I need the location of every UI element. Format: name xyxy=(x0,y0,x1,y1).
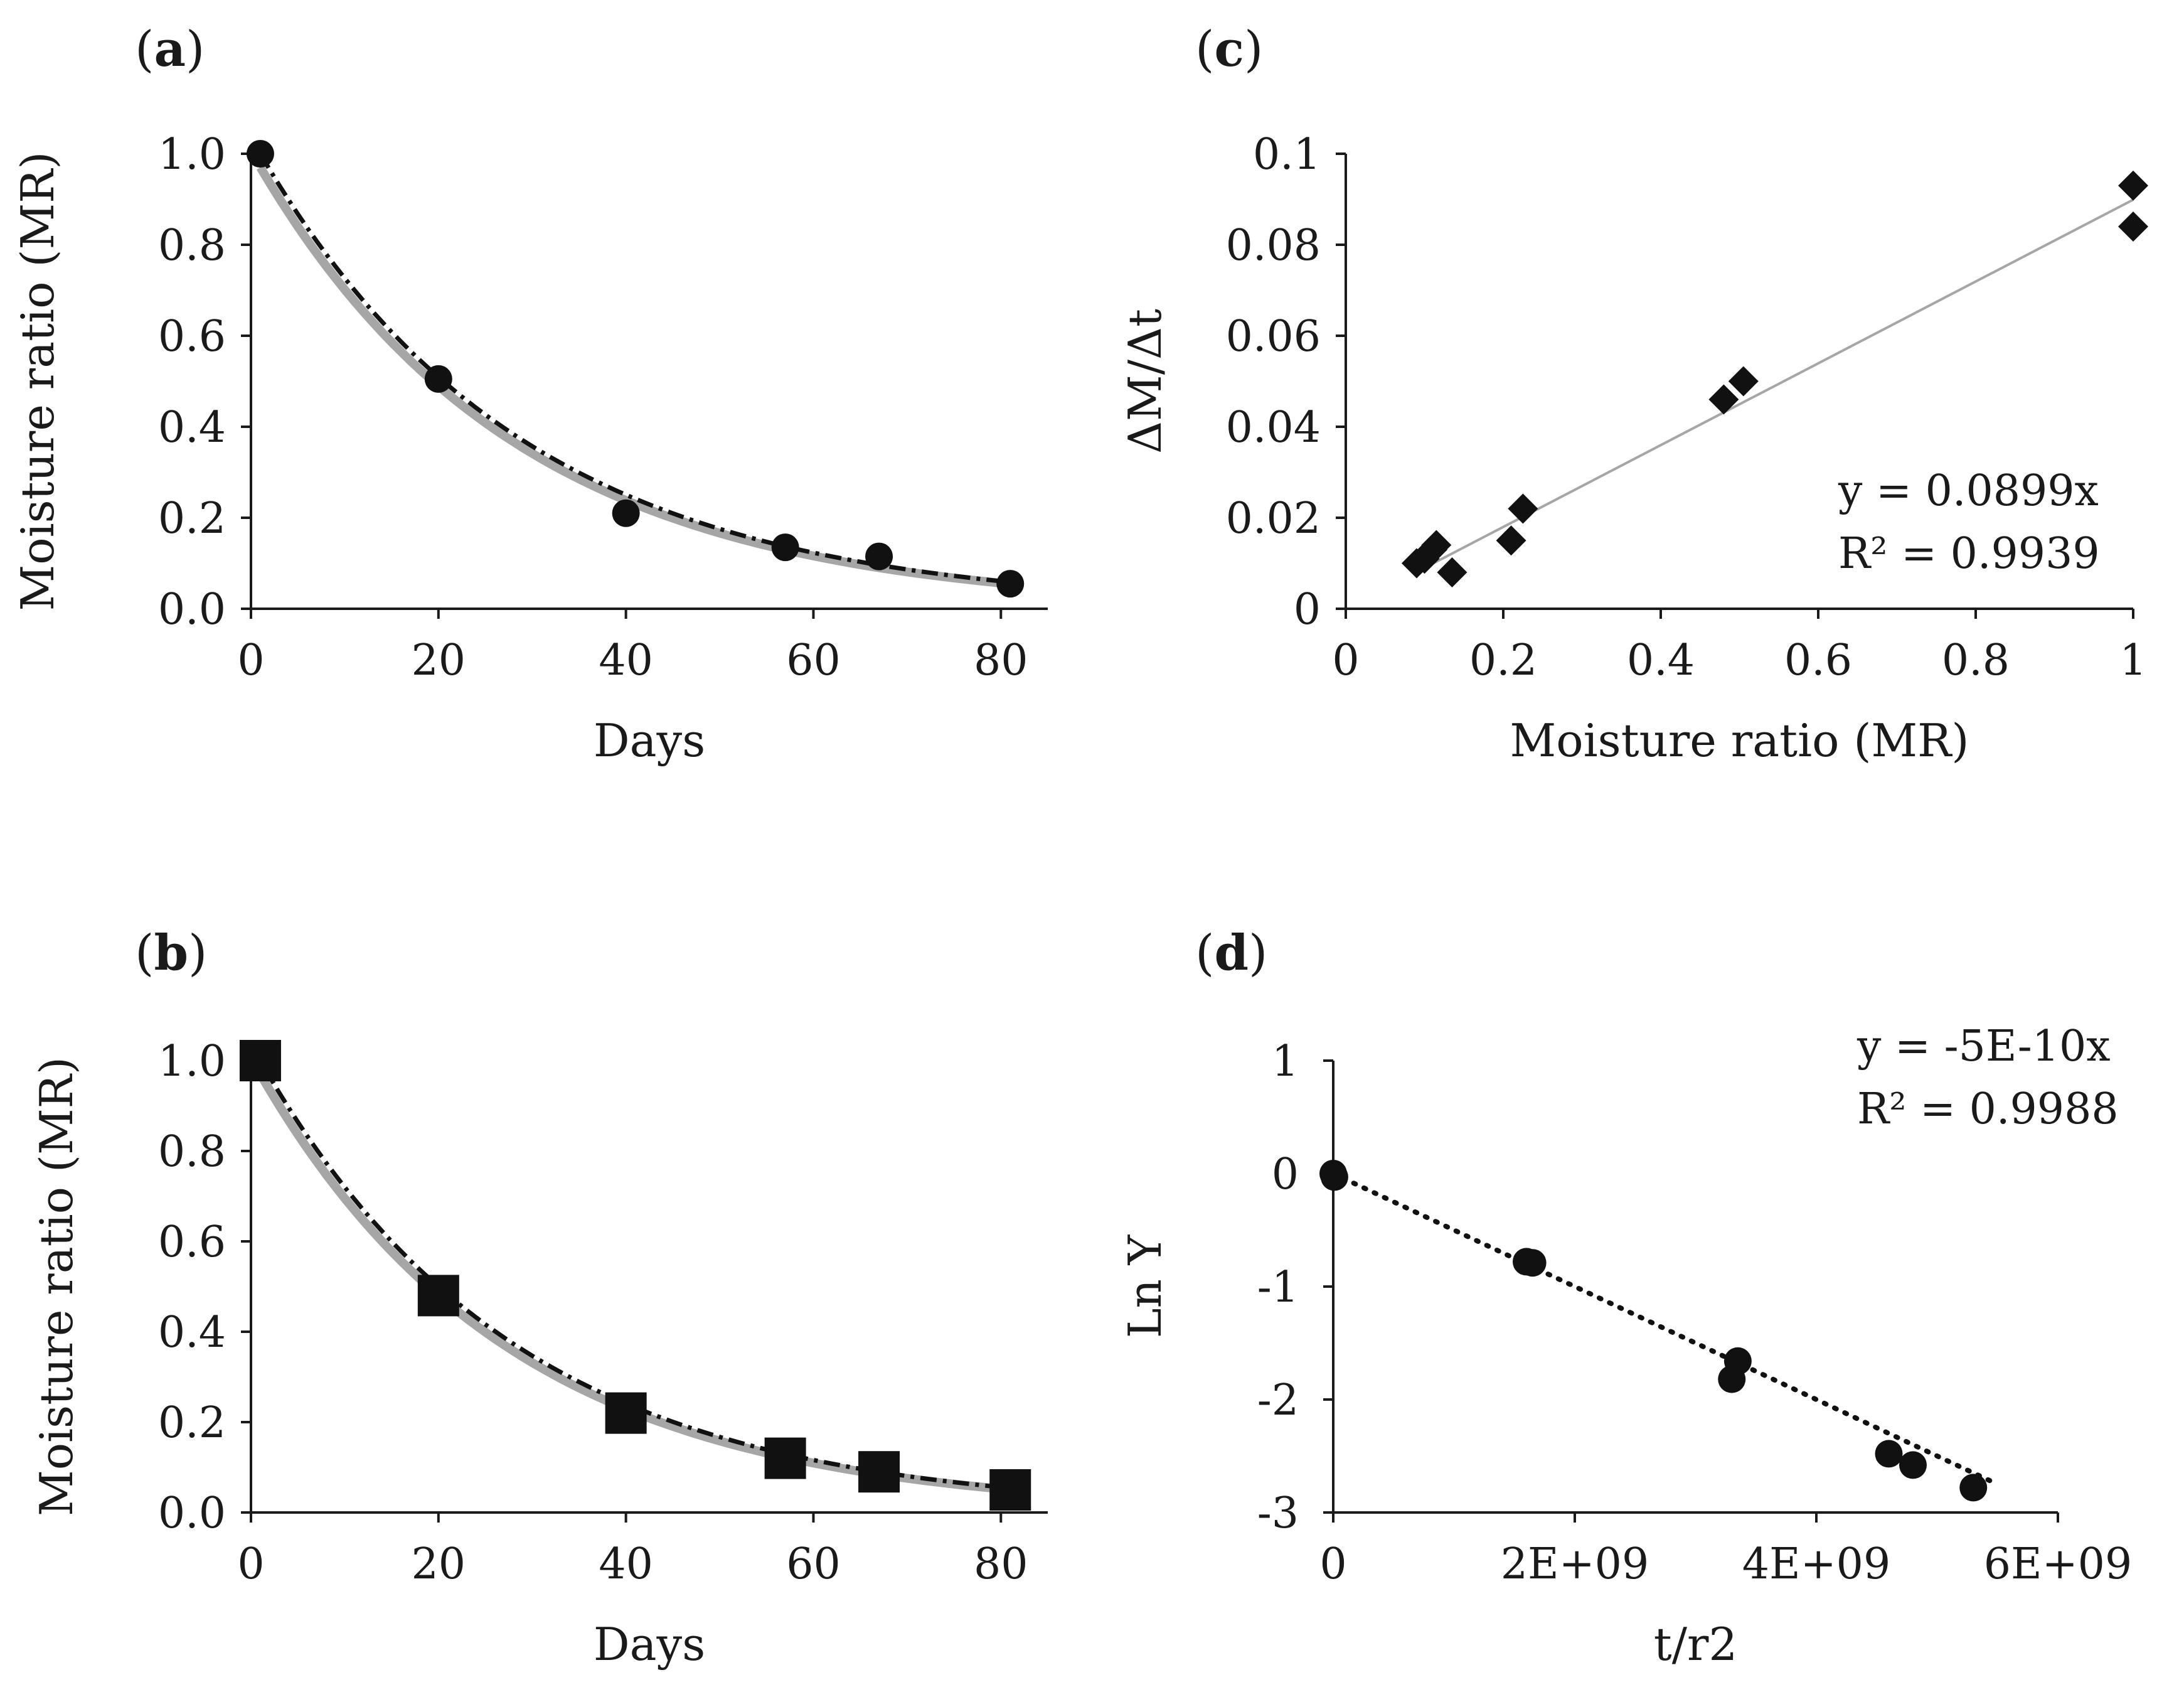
y-tick-label: 1.0 xyxy=(158,130,226,179)
y-tick-label: 0.4 xyxy=(158,403,226,452)
y-tick-label: 0.2 xyxy=(158,1398,226,1448)
y-tick-label: 0.6 xyxy=(158,312,226,361)
chart-panel-c: (c) 0 0.02 0.04 0.06 0.08 0.1 0 0.2 0.4 0.6 0.8 1 Moi… xyxy=(1119,21,2148,767)
x-tick-label: 60 xyxy=(786,1539,841,1589)
data-point xyxy=(1496,525,1526,556)
x-tick-label: 1 xyxy=(2119,636,2146,685)
trendline-equation: y = -5E-10x xyxy=(1856,1022,2111,1071)
data-point xyxy=(246,140,274,168)
trendline-equation: y = 0.0899x xyxy=(1838,466,2099,516)
y-tick-label: 0.8 xyxy=(158,221,226,270)
data-point xyxy=(2118,170,2148,201)
data-point xyxy=(996,570,1025,598)
data-point xyxy=(989,1469,1031,1511)
y-tick-label: 0.0 xyxy=(158,1489,226,1538)
x-tick-label: 80 xyxy=(974,1539,1028,1589)
y-tick-label: 1 xyxy=(1272,1037,1299,1086)
x-tick-label: 4E+09 xyxy=(1742,1539,1890,1589)
data-point xyxy=(1723,1347,1752,1375)
y-tick-label: 0.08 xyxy=(1226,221,1321,270)
y-tick-label: -3 xyxy=(1257,1489,1299,1538)
y-axis-title: Moisture ratio (MR) xyxy=(30,1057,83,1516)
trendline xyxy=(1331,1171,2000,1487)
x-tick-label: 40 xyxy=(599,636,653,685)
r-squared-label: R² = 0.9988 xyxy=(1857,1084,2119,1134)
data-point xyxy=(417,1275,459,1317)
y-tick-label: 1.0 xyxy=(158,1037,226,1086)
data-point xyxy=(771,533,799,562)
y-tick-label: 0.6 xyxy=(158,1218,226,1267)
y-tick-label: -2 xyxy=(1257,1376,1299,1425)
x-tick-label: 0 xyxy=(1332,636,1359,685)
data-point xyxy=(1421,530,1452,560)
panel-label: (c) xyxy=(1195,21,1263,78)
x-axis-title: Days xyxy=(594,714,705,767)
x-tick-label: 0 xyxy=(237,1539,264,1589)
data-point xyxy=(1875,1440,1903,1468)
data-point xyxy=(1437,557,1468,587)
x-tick-label: 0.6 xyxy=(1784,636,1852,685)
x-tick-label: 20 xyxy=(412,636,466,685)
x-tick-label: 20 xyxy=(412,1539,466,1589)
data-point xyxy=(612,499,640,527)
y-tick-label: 0.04 xyxy=(1226,403,1321,452)
chart-panel-d: (d) -3 -2 -1 0 1 0 2E+09 4E+09 6E+09 t/r2 Ln Y y = -… xyxy=(1119,924,2132,1671)
data-point xyxy=(865,542,893,570)
data-point xyxy=(1708,384,1739,415)
data-point xyxy=(1899,1451,1927,1479)
data-point xyxy=(1320,1163,1348,1191)
y-axis-title: Ln Y xyxy=(1119,1234,1171,1338)
y-tick-label: 0.4 xyxy=(158,1308,226,1357)
x-tick-label: 0.4 xyxy=(1627,636,1695,685)
y-tick-label: 0.2 xyxy=(158,494,226,543)
x-tick-label: 0.2 xyxy=(1469,636,1537,685)
chart-panel-a: (a) 0.0 0.2 0.4 0.6 0.8 1.0 0 20 40 60 80 Days Moistu… xyxy=(11,21,1048,767)
data-point xyxy=(605,1392,647,1434)
y-tick-label: 0.02 xyxy=(1226,494,1321,543)
panel-label: (d) xyxy=(1195,924,1267,982)
panel-label: (b) xyxy=(135,924,207,982)
x-tick-label: 0.8 xyxy=(1942,636,2010,685)
x-axis-title: t/r2 xyxy=(1654,1618,1737,1671)
y-axis-title: Moisture ratio (MR) xyxy=(11,152,64,611)
y-tick-label: 0.0 xyxy=(158,585,226,634)
x-tick-label: 80 xyxy=(974,636,1028,685)
y-tick-label: 0.1 xyxy=(1253,130,1321,179)
y-axis-title: ΔM/Δt xyxy=(1119,309,1171,454)
y-tick-label: 0 xyxy=(1294,585,1321,634)
panel-label: (a) xyxy=(135,21,205,78)
data-point xyxy=(1508,493,1538,524)
data-point xyxy=(1728,366,1759,397)
x-axis-title: Days xyxy=(594,1618,705,1671)
data-point xyxy=(858,1451,900,1493)
chart-panel-b: (b) 0.0 0.2 0.4 0.6 0.8 1.0 0 20 40 60 80 Days Moistu… xyxy=(30,924,1048,1671)
r-squared-label: R² = 0.9939 xyxy=(1838,529,2100,579)
y-tick-label: -1 xyxy=(1257,1263,1299,1312)
x-tick-label: 60 xyxy=(786,636,841,685)
data-point xyxy=(239,1040,281,1081)
x-tick-label: 2E+09 xyxy=(1501,1539,1649,1589)
y-tick-label: 0.06 xyxy=(1226,312,1321,361)
data-point xyxy=(1959,1474,1988,1502)
y-tick-label: 0.8 xyxy=(158,1127,226,1177)
data-point xyxy=(764,1437,806,1479)
y-tick-label: 0 xyxy=(1272,1150,1299,1199)
x-tick-label: 40 xyxy=(599,1539,653,1589)
data-point xyxy=(2118,211,2148,242)
data-point xyxy=(424,365,452,393)
x-tick-label: 6E+09 xyxy=(1984,1539,2132,1589)
x-axis-title: Moisture ratio (MR) xyxy=(1510,714,1969,767)
data-point xyxy=(1518,1249,1547,1277)
x-tick-label: 0 xyxy=(1319,1539,1346,1589)
x-tick-label: 0 xyxy=(237,636,264,685)
